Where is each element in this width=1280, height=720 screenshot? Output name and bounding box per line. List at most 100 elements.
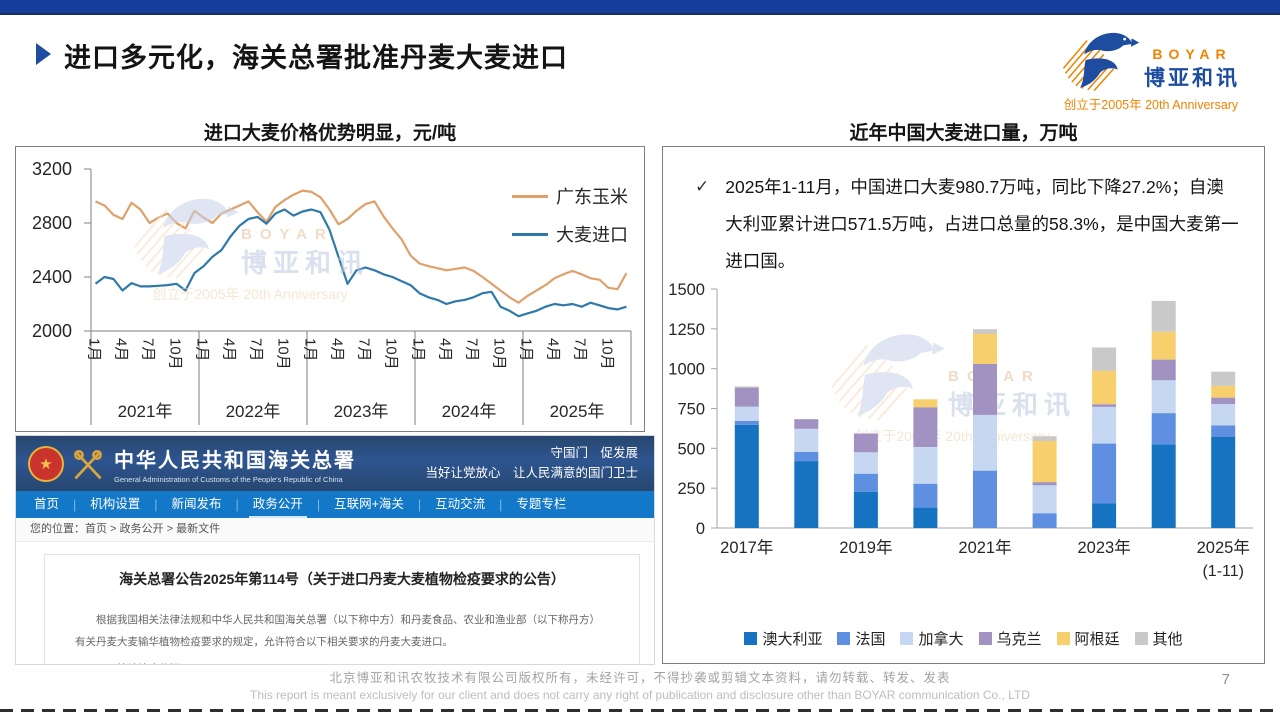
customs-website-screenshot: ★ 中华人民共和国海关总署 General Administration of … xyxy=(15,435,655,665)
legend-swatch xyxy=(978,632,992,645)
imports-panel: ✓ 2025年1-11月，中国进口大麦980.7万吨，同比下降27.2%；自澳大… xyxy=(662,146,1265,664)
customs-nav-bar: 首页 | 机构设置 | 新闻发布 | 政务公开 | 互联网+海关 | 互动交流 | 专题专栏 xyxy=(16,491,654,518)
boyar-logo: BOYAR 博亚和讯 创立于2005年 20th Anniversary xyxy=(1062,28,1240,113)
bar-segment-澳大利亚 xyxy=(913,507,938,528)
logo-brand-cn: 博亚和讯 xyxy=(1144,67,1240,90)
legend-swatch xyxy=(1056,632,1070,645)
page-number: 7 xyxy=(1221,671,1230,688)
svg-text:2025年: 2025年 xyxy=(1197,538,1250,557)
bar-stacks xyxy=(734,300,1236,528)
svg-text:(1-11): (1-11) xyxy=(1202,563,1244,580)
footer-copyright-en: This report is meant exclusively for our… xyxy=(250,688,1030,702)
bar-segment-澳大利亚 xyxy=(1211,436,1236,528)
legend-label: 澳大利亚 xyxy=(762,631,823,648)
legend-item-其他: 其他 xyxy=(1134,628,1183,649)
svg-text:10月: 10月 xyxy=(167,338,184,370)
bar-segment-阿根廷 xyxy=(1092,370,1117,405)
legend-swatch xyxy=(900,632,914,645)
bar-segment-乌克兰 xyxy=(1211,397,1236,405)
svg-text:1月: 1月 xyxy=(194,338,211,361)
price-line-chart: 2000 2400 2800 3200 1月 4月 7月 10月 2021年 1月 4月 7月 10月 2… xyxy=(32,159,632,425)
legend-label: 法国 xyxy=(855,631,886,648)
svg-text:2022年: 2022年 xyxy=(226,402,281,421)
legend-label: 加拿大 xyxy=(918,631,964,648)
logo-brand-en: BOYAR xyxy=(1152,46,1232,62)
checkmark-icon: ✓ xyxy=(695,177,710,196)
svg-text:4月: 4月 xyxy=(437,338,454,361)
bar-segment-其他 xyxy=(1151,300,1176,332)
customs-key-icon xyxy=(74,449,102,479)
bar-segment-澳大利亚 xyxy=(1151,444,1176,528)
customs-nav-item-3[interactable]: 新闻发布 xyxy=(171,497,222,511)
customs-nav-item-1[interactable]: 首页 xyxy=(34,497,60,511)
customs-nav-item-5[interactable]: 互联网+海关 xyxy=(334,497,404,511)
legend-swatch xyxy=(512,194,548,198)
svg-text:2023年: 2023年 xyxy=(1078,538,1131,557)
legend-item-乌克兰: 乌克兰 xyxy=(978,628,1042,649)
svg-text:1000: 1000 xyxy=(668,361,705,379)
bar-segment-乌克兰 xyxy=(794,419,819,429)
bar-segment-澳大利亚 xyxy=(794,461,819,528)
bar-segment-阿根廷 xyxy=(1032,441,1057,483)
svg-text:2800: 2800 xyxy=(32,213,72,233)
bottom-dashed-divider xyxy=(0,709,1280,712)
customs-announcement: 海关总署公告2025年第114号（关于进口丹麦大麦植物检疫要求的公告） 根据我国… xyxy=(44,554,640,664)
legend-swatch xyxy=(837,632,851,645)
svg-text:2019年: 2019年 xyxy=(839,538,892,557)
bar-segment-法国 xyxy=(853,473,878,492)
customs-nav-item-7[interactable]: 专题专栏 xyxy=(516,497,567,511)
announcement-title: 海关总署公告2025年第114号（关于进口丹麦大麦植物检疫要求的公告） xyxy=(119,571,565,587)
svg-text:0: 0 xyxy=(696,520,705,538)
bar-segment-阿根廷 xyxy=(1211,386,1236,398)
svg-text:10月: 10月 xyxy=(599,338,616,370)
bar-segment-法国 xyxy=(913,483,938,508)
svg-text:4月: 4月 xyxy=(113,338,130,361)
legend-item-加拿大: 加拿大 xyxy=(900,628,964,649)
boyar-bird-icon xyxy=(1062,32,1140,92)
svg-text:7月: 7月 xyxy=(356,338,373,361)
bar-chart-legend: 澳大利亚 法国 加拿大 乌克兰 阿根廷 其他 xyxy=(663,628,1264,649)
svg-text:2017年: 2017年 xyxy=(720,538,773,557)
page-title: 进口多元化，海关总署批准丹麦大麦进口 xyxy=(64,43,568,73)
legend-item-广东玉米: 广东玉米 xyxy=(512,183,628,209)
bar-segment-法国 xyxy=(734,420,759,425)
svg-text:250: 250 xyxy=(677,480,705,498)
bar-segment-阿根廷 xyxy=(973,333,997,364)
bar-segment-加拿大 xyxy=(1092,406,1117,444)
bar-segment-澳大利亚 xyxy=(853,491,878,528)
legend-item-阿根廷: 阿根廷 xyxy=(1056,628,1120,649)
legend-swatch xyxy=(1134,632,1148,645)
bar-segment-乌克兰 xyxy=(973,363,997,415)
bar-segment-其他 xyxy=(973,329,997,334)
customs-nav-item-6[interactable]: 互动交流 xyxy=(435,497,486,511)
customs-nav-item-4[interactable]: 政务公开 xyxy=(239,491,317,518)
nav-separator: | xyxy=(417,497,422,512)
price-line-chart-panel: BOYAR 博亚和讯 创立于2005年 20th Anniversary 200… xyxy=(15,146,645,432)
bar-segment-乌克兰 xyxy=(853,433,878,453)
bar-segment-加拿大 xyxy=(913,447,938,484)
svg-text:2024年: 2024年 xyxy=(442,402,497,421)
customs-slogan-line2: 当好让党放心 让人民满意的国门卫士 xyxy=(425,465,638,480)
svg-text:3200: 3200 xyxy=(32,159,72,179)
svg-text:7月: 7月 xyxy=(248,338,265,361)
svg-text:1月: 1月 xyxy=(86,338,103,361)
customs-slogan: 守国门 促发展 当好让党放心 让人民满意的国门卫士 xyxy=(425,444,642,483)
bar-segment-加拿大 xyxy=(853,452,878,474)
svg-text:750: 750 xyxy=(677,401,705,419)
bar-segment-其他 xyxy=(1092,347,1117,371)
announcement-body: 根据我国相关法律法规和中华人民共和国海关总署（以下称中方）和丹麦食品、农业和渔业… xyxy=(75,614,600,649)
bar-segment-乌克兰 xyxy=(1092,404,1117,407)
customs-breadcrumb: 您的位置：首页 > 政务公开 > 最新文件 xyxy=(16,518,654,542)
legend-label: 大麦进口 xyxy=(556,225,628,245)
customs-header: ★ 中华人民共和国海关总署 General Administration of … xyxy=(16,436,654,491)
svg-text:4月: 4月 xyxy=(221,338,238,361)
bullet-text: 2025年1-11月，中国进口大麦980.7万吨，同比下降27.2%；自澳大利亚… xyxy=(725,177,1239,271)
customs-nav-item-2[interactable]: 机构设置 xyxy=(90,497,141,511)
imports-bar-chart: 0 250 500 750 1000 1250 1500 2017年 2019年 2021年 202… xyxy=(668,283,1253,580)
legend-swatch xyxy=(744,632,758,645)
bar-segment-法国 xyxy=(1151,413,1176,445)
bar-segment-加拿大 xyxy=(734,406,759,421)
svg-text:2400: 2400 xyxy=(32,267,72,287)
svg-text:7月: 7月 xyxy=(140,338,157,361)
legend-swatch xyxy=(512,232,548,236)
